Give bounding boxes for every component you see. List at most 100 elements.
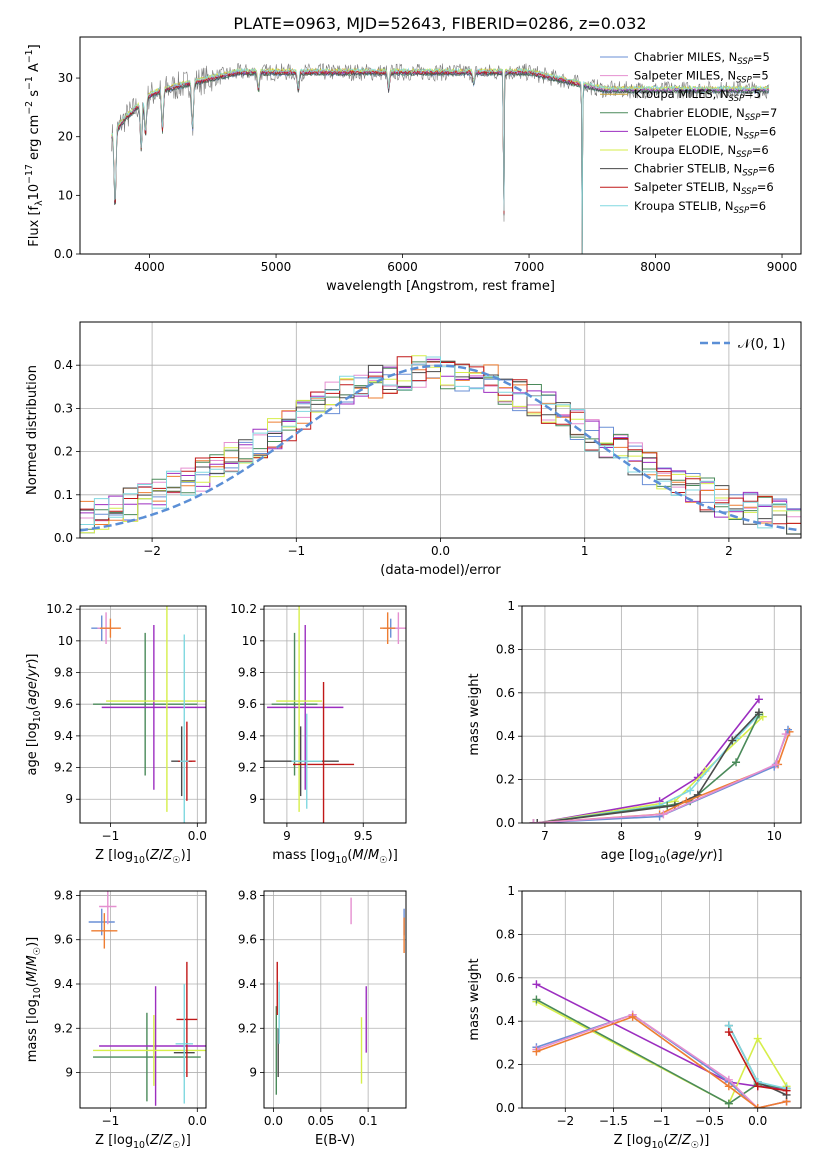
- axes-frame: [79, 605, 207, 824]
- x-axis-label: (data-model)/error: [380, 563, 501, 578]
- plot-area-massweight-vs-age: [529, 695, 794, 823]
- x-tick-label: 8000: [640, 260, 671, 274]
- x-tick-label: −1: [287, 544, 305, 558]
- x-tick-label: 1: [581, 544, 589, 558]
- series-marker: [532, 1047, 541, 1056]
- x-axis-label: Z [log10(Z/Z☉)]: [95, 848, 191, 866]
- series-marker: [782, 1086, 791, 1095]
- series-marker: [728, 736, 737, 745]
- series-line-4: [537, 711, 760, 823]
- legend-label: Kroupa ELODIE, NSSP=6: [634, 143, 769, 160]
- y-tick-label: 9.2: [238, 761, 257, 775]
- y-tick-label: 9.4: [54, 729, 73, 743]
- series-marker: [532, 980, 541, 989]
- y-tick-label: 9.4: [54, 977, 73, 991]
- series-marker: [532, 995, 541, 1004]
- model-line-8: [111, 67, 770, 254]
- plot-area-age-vs-mass: [264, 606, 406, 823]
- y-tick-label: 0.2: [496, 773, 515, 787]
- y-axis-label: mass weight: [467, 958, 482, 1040]
- plot-area-mass-vs-Z: [88, 891, 206, 1106]
- x-tick-label: −1.5: [599, 1114, 628, 1128]
- legend-label: Chabrier STELIB, NSSP=6: [634, 162, 775, 179]
- y-tick-label: 0.0: [496, 816, 515, 830]
- x-axis-label: Z [log10(Z/Z☉)]: [614, 1133, 710, 1151]
- plot-area-age-vs-Z: [91, 606, 206, 823]
- x-tick-label: 0.0: [748, 1114, 767, 1128]
- y-tick-label: 9.2: [54, 1021, 73, 1035]
- y-tick-label: 9.8: [54, 666, 73, 680]
- figure-title: PLATE=0963, MJD=52643, FIBERID=0286, z=0…: [233, 14, 646, 33]
- x-tick-label: −1: [102, 829, 120, 843]
- series-line-0: [537, 698, 760, 823]
- y-tick-label: 9.4: [238, 977, 257, 991]
- x-tick-label: 9.5: [354, 829, 373, 843]
- axes-frame: [521, 605, 802, 824]
- y-tick-label: 20: [58, 130, 73, 144]
- series-marker: [724, 1099, 733, 1108]
- grid-residuals: [80, 322, 801, 539]
- y-tick-label: 9.6: [238, 697, 257, 711]
- histogram-step-5: [80, 355, 801, 534]
- series-line-1: [536, 1000, 788, 1105]
- x-tick-label: 7: [541, 829, 549, 843]
- y-tick-label: 0.1: [54, 488, 73, 502]
- x-axis-label: mass [log10(M/M☉)]: [272, 848, 398, 866]
- axes-frame: [79, 321, 802, 539]
- y-tick-label: 9: [65, 792, 73, 806]
- axes-massweight-vs-Z: −2 −1.5 −1 −0.5 0.0 0.0 0.2 0.4 0.6 0.8 1 Z [log10(…: [467, 884, 802, 1151]
- x-axis-label: E(B-V): [315, 1133, 355, 1148]
- x-tick-label: 5000: [261, 260, 292, 274]
- y-tick-label: 0.2: [54, 445, 73, 459]
- legend-label: Salpeter STELIB, NSSP=6: [634, 180, 774, 197]
- x-tick-label: 0.0: [264, 1114, 283, 1128]
- x-tick-label: 7000: [514, 260, 545, 274]
- x-axis-label: wavelength [Angstrom, rest frame]: [326, 279, 555, 294]
- x-tick-label: −1: [102, 1114, 120, 1128]
- y-tick-label: 9.8: [54, 888, 73, 902]
- y-axis-label: Normed distribution: [25, 365, 40, 495]
- x-tick-label: −2: [556, 1114, 574, 1128]
- x-tick-label: 0.0: [188, 1114, 207, 1128]
- y-tick-label: 0.2: [496, 1058, 515, 1072]
- legend-label: Kroupa MILES, NSSP=5: [634, 87, 761, 104]
- series-line-1: [537, 716, 764, 823]
- plot-area-spectrum: [111, 63, 770, 254]
- series-marker: [686, 786, 695, 795]
- y-tick-label: 9.4: [238, 729, 257, 743]
- series-line-2: [537, 713, 760, 823]
- axes-frame: [263, 605, 407, 824]
- y-axis-label: mass [log10(M/M☉)]: [25, 937, 43, 1063]
- y-tick-label: 0.6: [496, 686, 515, 700]
- axes-residuals: −2 −1 0.0 1 2 0.0 0.1 0.2 0.3 0.4 (data-model)/err…: [25, 321, 802, 578]
- axes-age-vs-Z: −1 0.0 9 9.2 9.4 9.6 9.8 10 10.2 Z [log10(Z/Z☉)] a…: [25, 602, 207, 866]
- y-tick-label: 9.8: [238, 666, 257, 680]
- y-tick-label: 9: [65, 1066, 73, 1080]
- axes-massweight-vs-age: 7 8 9 10 0.0 0.2 0.4 0.6 0.8 1 age [log10(age/yr)]…: [467, 599, 802, 866]
- model-line-7: [111, 69, 583, 254]
- y-tick-label: 10.2: [230, 602, 257, 616]
- y-tick-label: 0.3: [54, 401, 73, 415]
- series-marker: [533, 819, 542, 823]
- grid-mass-vs-Z: [80, 891, 206, 1108]
- x-tick-label: 8: [618, 829, 626, 843]
- y-tick-label: 9: [249, 1066, 257, 1080]
- y-tick-label: 0.4: [496, 729, 515, 743]
- series-marker: [781, 730, 790, 739]
- y-tick-label: 0.0: [496, 1101, 515, 1115]
- y-tick-label: 10: [242, 634, 257, 648]
- x-tick-label: 9: [283, 829, 291, 843]
- x-tick-label: 6000: [387, 260, 418, 274]
- plot-area-massweight-vs-Z: [532, 980, 791, 1108]
- legend-label: Kroupa STELIB, NSSP=6: [634, 199, 766, 216]
- plot-area-residuals: [80, 355, 801, 535]
- grid-massweight-vs-Z: [522, 890, 801, 1109]
- series-marker: [771, 760, 780, 769]
- y-tick-label: 0.6: [496, 971, 515, 985]
- series-marker: [754, 695, 763, 704]
- y-tick-label: 0.0: [54, 247, 73, 261]
- x-tick-label: 10: [767, 829, 782, 843]
- grid-age-vs-mass: [264, 606, 406, 823]
- x-tick-label: −0.5: [695, 1114, 724, 1128]
- y-tick-label: 10: [58, 188, 73, 202]
